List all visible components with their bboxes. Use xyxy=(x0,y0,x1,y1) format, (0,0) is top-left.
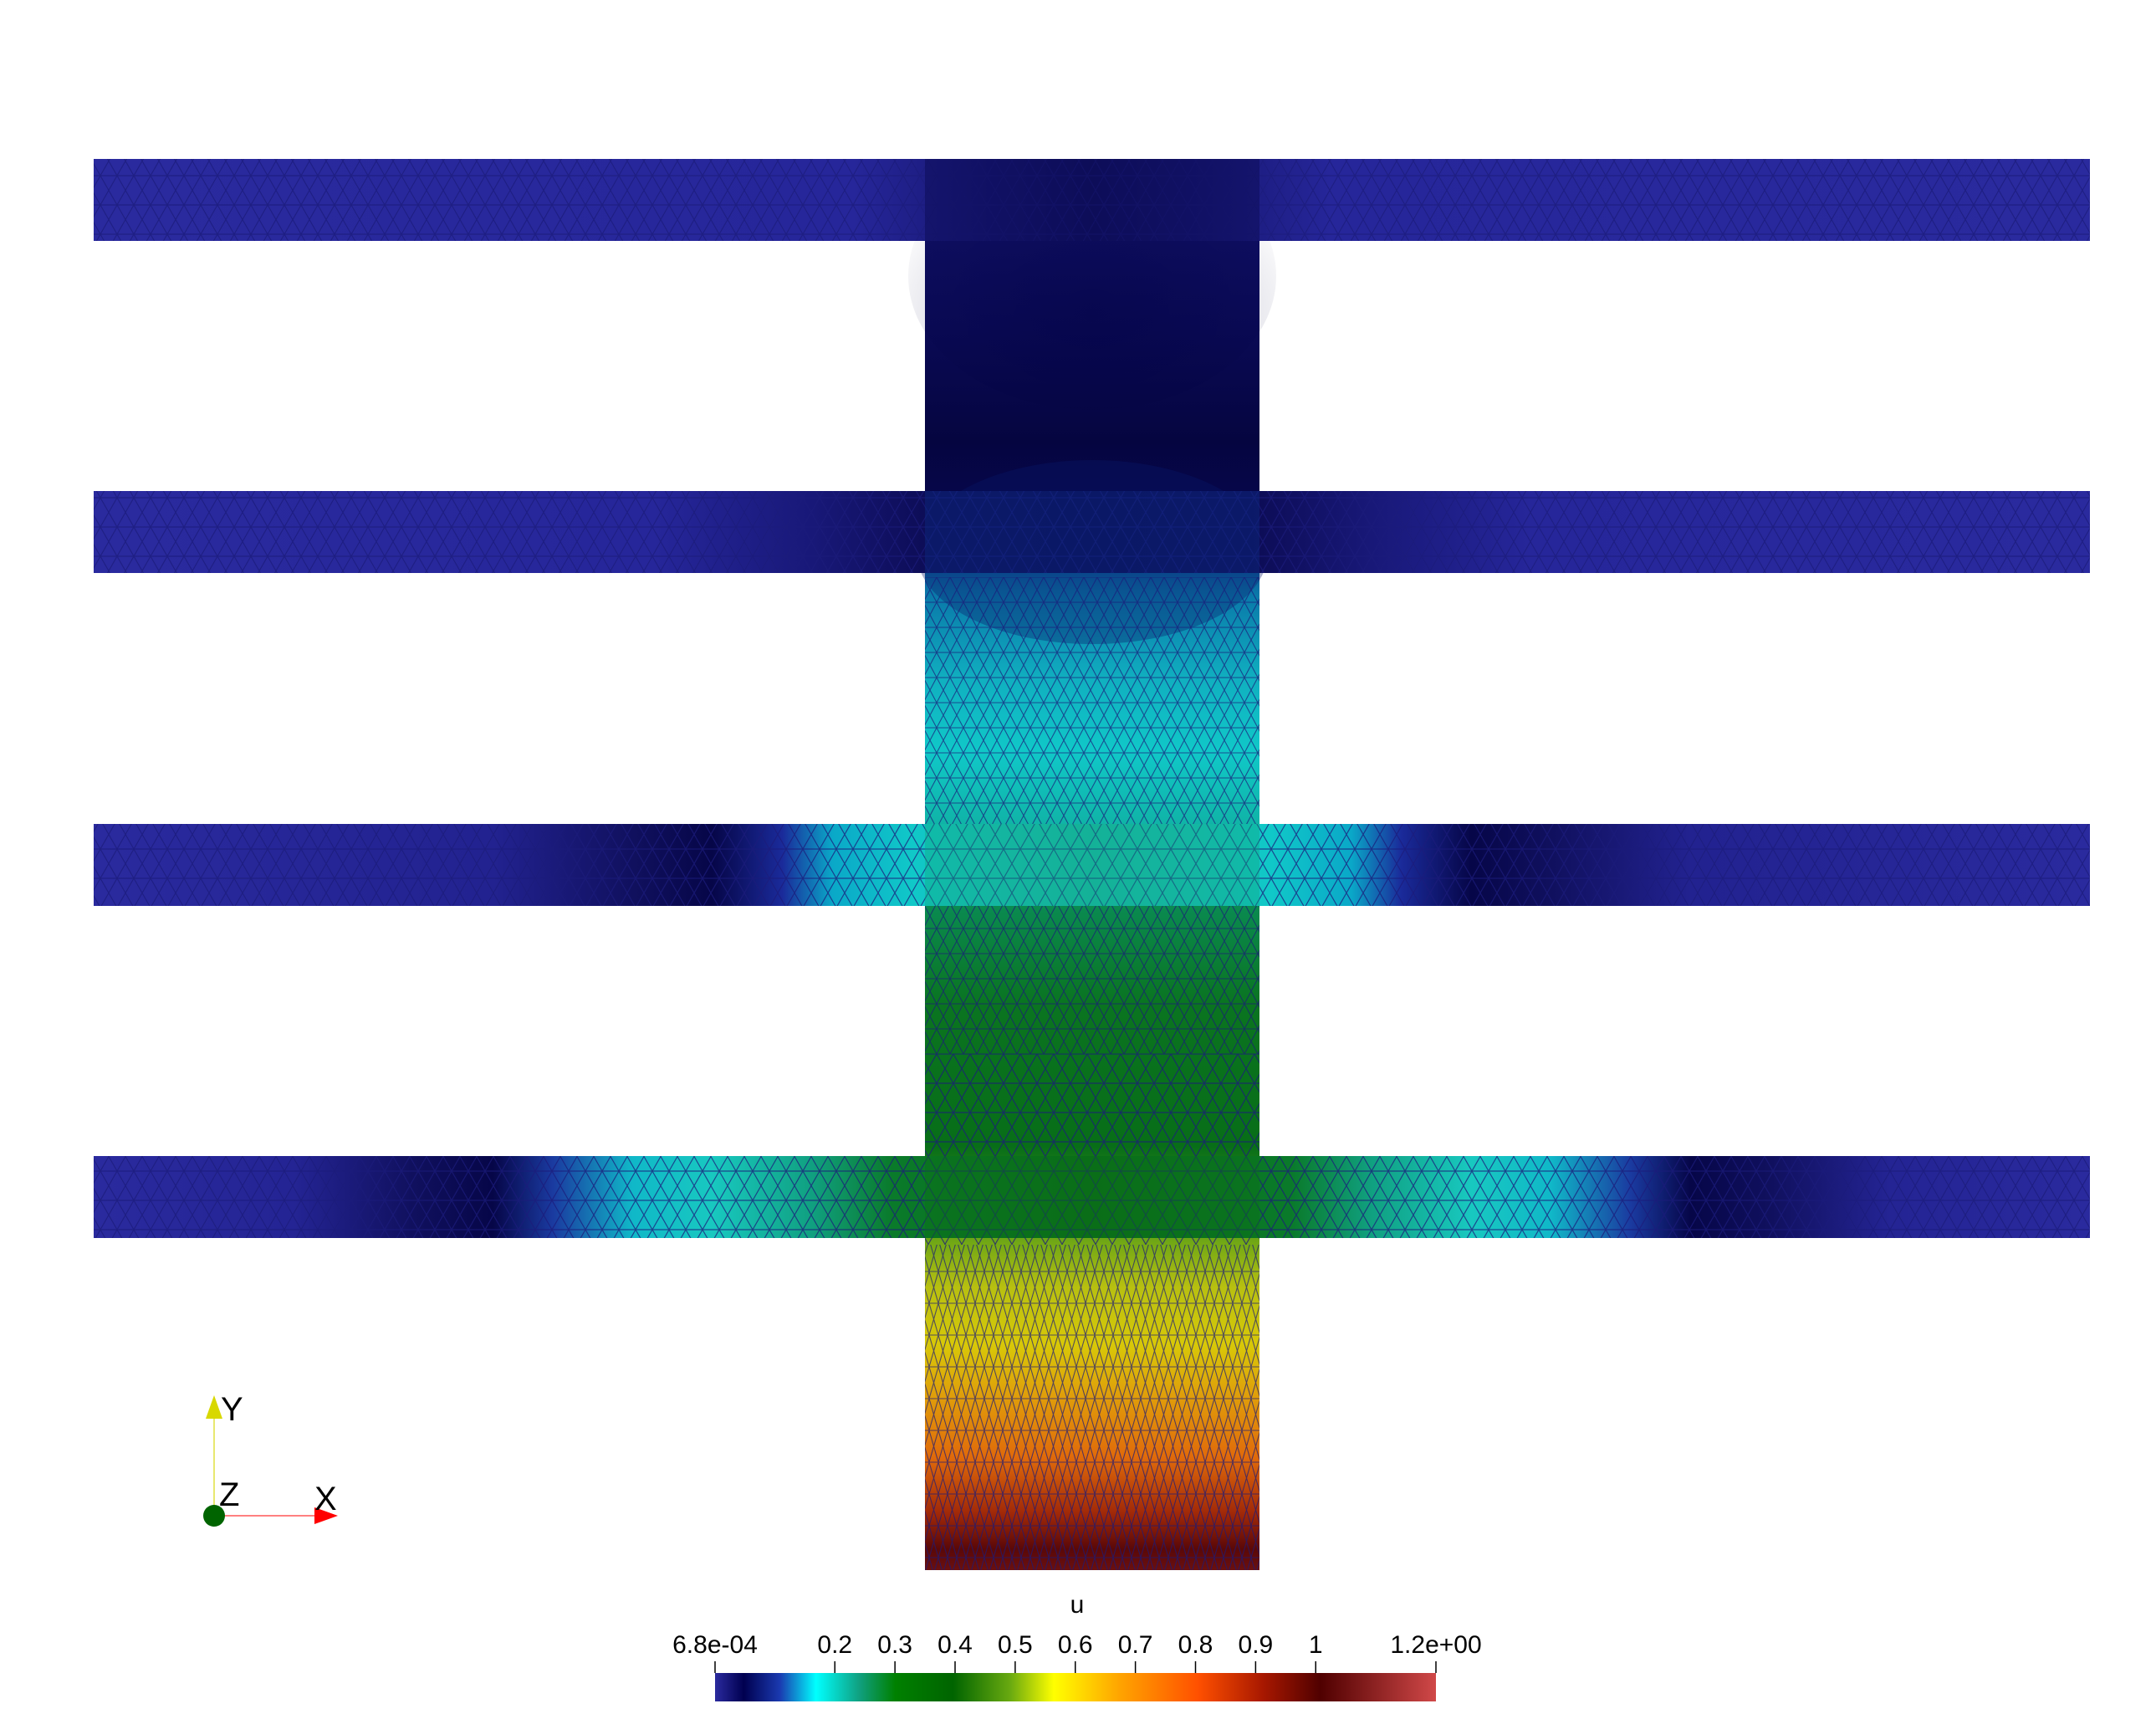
x-axis-arrow-icon xyxy=(314,1507,338,1524)
plate-4 xyxy=(94,1156,2090,1238)
scalar-bar-gradient xyxy=(715,1673,1436,1701)
scalar-bar-title: u xyxy=(1070,1591,1085,1619)
scalar-bar-tick-label: 0.6 xyxy=(1058,1631,1093,1659)
plate-2 xyxy=(94,491,2090,573)
scalar-bar-tick-label: 1 xyxy=(1309,1631,1323,1659)
z-axis-label: Z xyxy=(219,1476,239,1513)
column-plate3-junction xyxy=(925,824,1259,906)
scalar-bar-tick-label: 0.8 xyxy=(1178,1631,1213,1659)
scalar-bar-tick-label: 0.5 xyxy=(998,1631,1033,1659)
y-axis-arrow-icon xyxy=(206,1395,222,1419)
y-axis-label: Y xyxy=(221,1391,243,1428)
scalar-bar-tick-label: 0.4 xyxy=(938,1631,973,1659)
column-plate4-junction xyxy=(925,1156,1259,1238)
x-axis-label: X xyxy=(314,1481,337,1517)
orientation-axes: Y Z X xyxy=(203,1391,338,1527)
plate-3 xyxy=(94,824,2090,906)
scalar-bar-min-label: 6.8e-04 xyxy=(672,1631,758,1659)
scalar-bar-tick-label: 0.2 xyxy=(817,1631,852,1659)
scalar-bar-max-label: 1.2e+00 xyxy=(1390,1631,1481,1659)
z-axis-dot-icon xyxy=(203,1505,225,1527)
scalar-bar: u 0.2 0.3 0.4 0.5 0.6 0.7 0.8 0.9 1 6.8e-04 1.2e… xyxy=(672,1591,1482,1701)
scalar-bar-ticks: 0.2 0.3 0.4 0.5 0.6 0.7 0.8 0.9 1 xyxy=(714,1631,1437,1673)
scalar-bar-tick-label: 0.7 xyxy=(1118,1631,1153,1659)
scalar-bar-tick-label: 0.9 xyxy=(1239,1631,1274,1659)
column-plate2-junction xyxy=(925,491,1259,573)
mesh-geometry xyxy=(94,142,2090,1570)
scalar-bar-tick-label: 0.3 xyxy=(877,1631,912,1659)
column-plate1-junction xyxy=(925,159,1259,241)
